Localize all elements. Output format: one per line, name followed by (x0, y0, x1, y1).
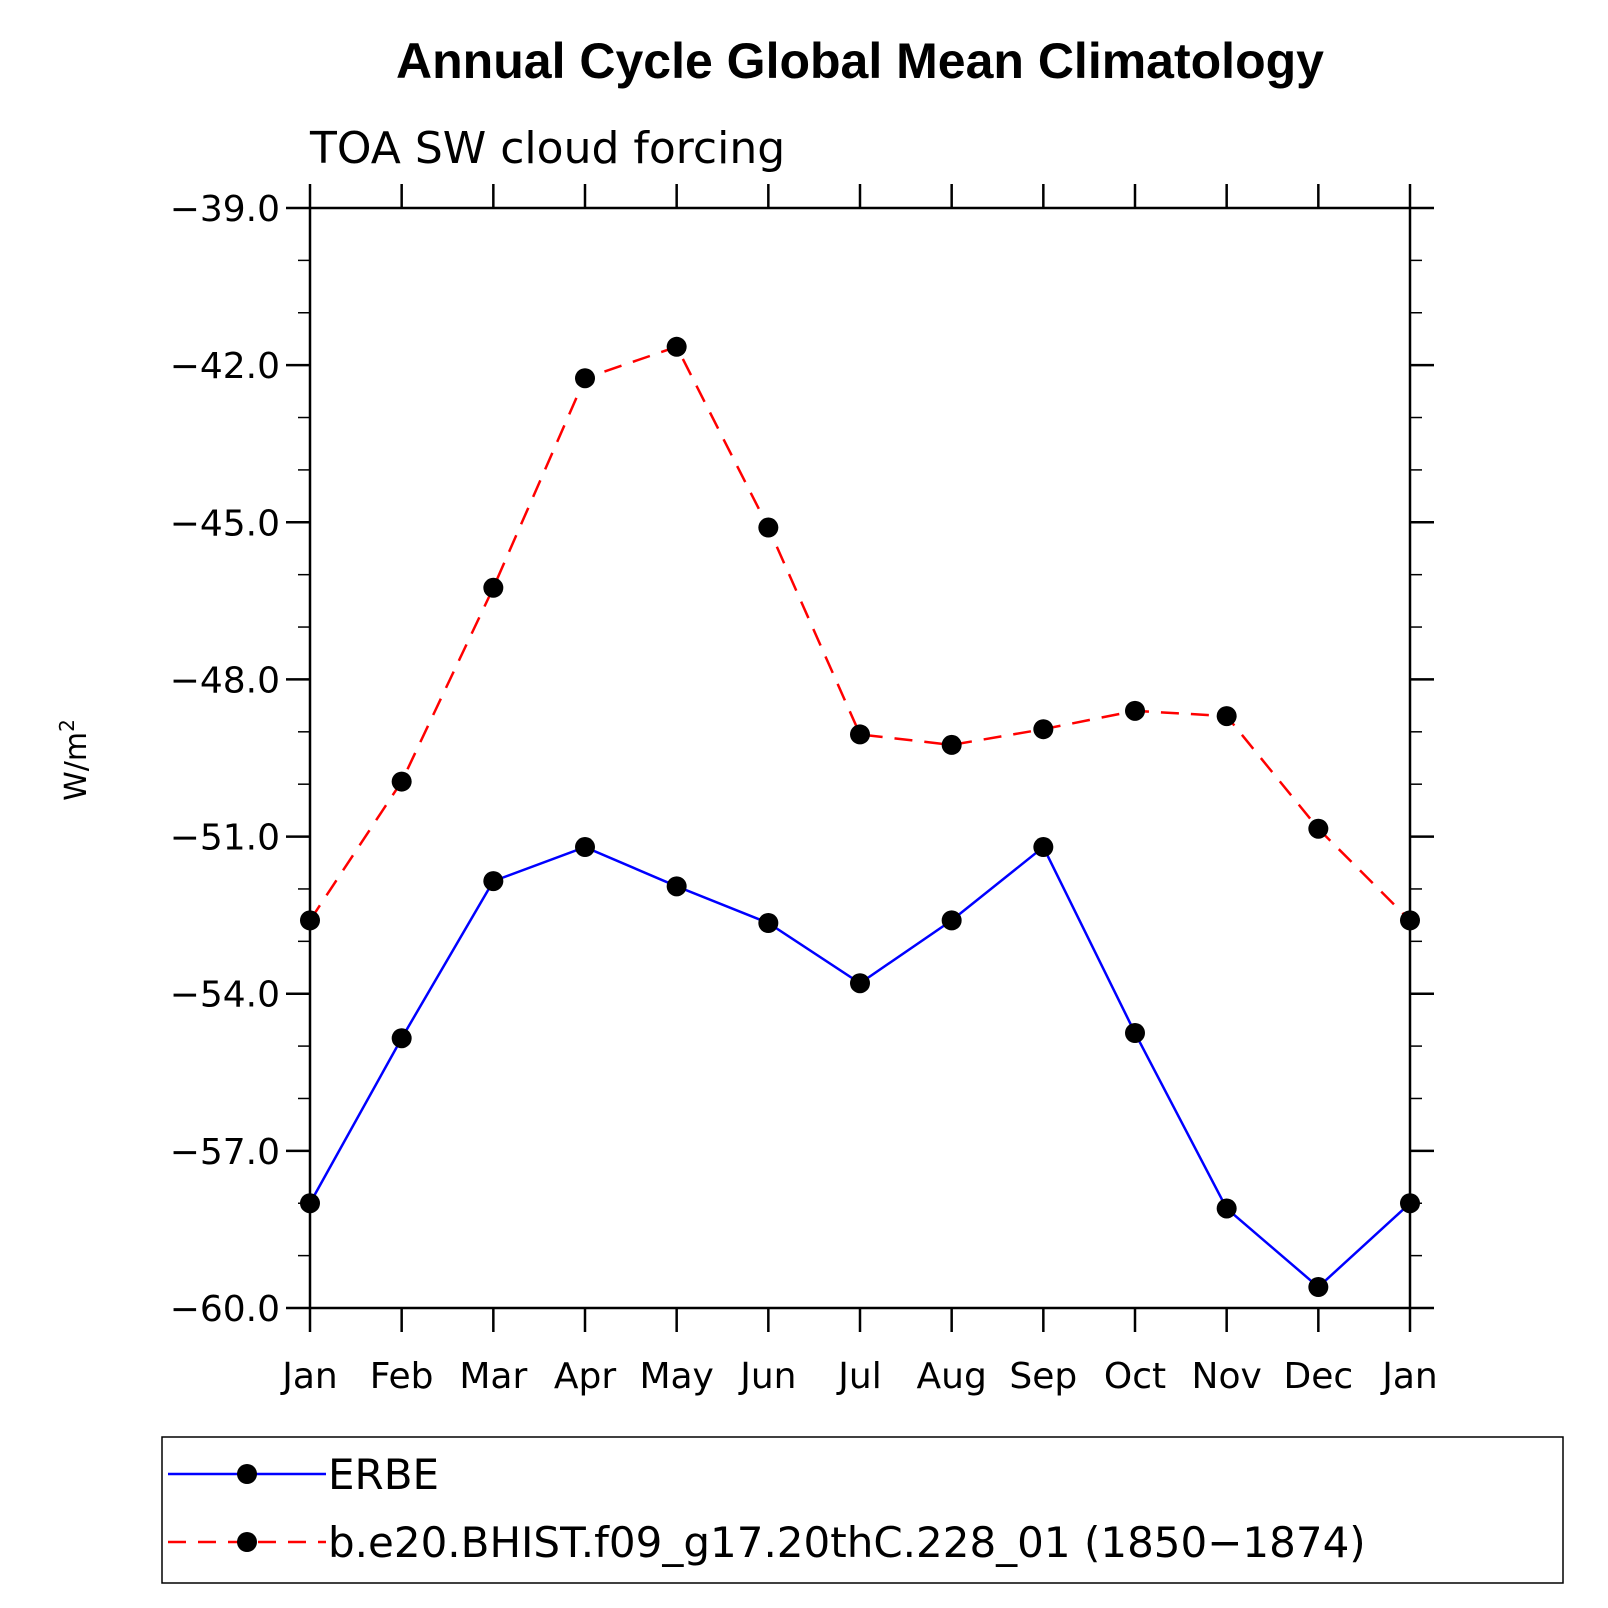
y-tick-label: −54.0 (170, 975, 280, 1016)
series-layer (300, 336, 1420, 1298)
y-axis-label: W/m2 (55, 719, 94, 801)
series-0-point (391, 1028, 412, 1049)
series-1-point (758, 517, 779, 538)
x-tick-label: Nov (1192, 1356, 1262, 1397)
x-tick-label: Jan (1380, 1356, 1438, 1397)
legend-box (161, 1436, 1564, 1584)
legend-label-1: b.e20.BHIST.f09_g17.20thC.228_01 (1850−1… (328, 1518, 1366, 1567)
x-tick-label: Jan (280, 1356, 338, 1397)
series-0-point (941, 910, 962, 931)
x-tick-label: Jul (836, 1356, 881, 1397)
series-1-point (575, 368, 595, 389)
y-tick-label: −60.0 (170, 1289, 280, 1330)
series-1-point (666, 336, 687, 357)
axis-ticks (286, 184, 1434, 1332)
series-0-point (1125, 1023, 1145, 1043)
y-tick-label: −42.0 (170, 346, 280, 387)
y-axis-label-unit: W/m (59, 732, 94, 801)
series-line-0 (308, 845, 1411, 1289)
plot-frame (308, 206, 1412, 1310)
y-tick-label: −51.0 (170, 818, 280, 859)
legend: ERBE b.e20.BHIST.f09_g17.20thC.228_01 (18… (168, 1450, 1366, 1567)
y-tick-label: −57.0 (170, 1132, 280, 1173)
series-0-point (666, 876, 687, 897)
x-tick-label: Dec (1283, 1356, 1353, 1397)
series-0-point (483, 871, 504, 892)
chart-title: Annual Cycle Global Mean Climatology (396, 33, 1324, 89)
y-tick-label: −45.0 (170, 503, 280, 544)
series-0-point (758, 913, 779, 933)
chart-subtitle: TOA SW cloud forcing (309, 123, 785, 174)
x-tick-label: May (639, 1356, 713, 1397)
series-0-point (1033, 837, 1054, 858)
axis-tick-labels: Jan Feb Mar Apr May Jun Jul Aug Sep Oct Nov Dec Jan−… (170, 189, 1438, 1397)
series-1-point (850, 724, 870, 745)
legend-marker-0 (237, 1464, 257, 1484)
series-line-1 (308, 345, 1411, 922)
series-0-point (850, 973, 870, 994)
legend-label-0: ERBE (328, 1450, 439, 1499)
x-tick-label: Oct (1104, 1356, 1166, 1397)
series-1-point (391, 771, 412, 792)
x-tick-label: Aug (917, 1356, 987, 1397)
series-0-point (575, 837, 595, 858)
series-1-point (1216, 706, 1237, 727)
series-1-point (1308, 818, 1329, 839)
x-tick-label: Feb (370, 1356, 434, 1397)
y-axis-label-exponent: 2 (55, 719, 79, 732)
y-tick-label: −39.0 (170, 189, 280, 230)
legend-marker-1 (237, 1532, 257, 1552)
y-tick-label: −48.0 (170, 660, 280, 701)
series-1-point (1125, 700, 1145, 721)
series-1-point (1033, 719, 1054, 740)
x-tick-label: Mar (459, 1356, 527, 1397)
x-tick-label: Apr (554, 1356, 616, 1397)
series-0-point (1216, 1198, 1237, 1219)
x-tick-label: Sep (1009, 1356, 1077, 1397)
series-1-point (483, 577, 504, 598)
series-1-point (941, 734, 962, 755)
series-0-point (1308, 1277, 1329, 1298)
x-tick-label: Jun (738, 1356, 796, 1397)
